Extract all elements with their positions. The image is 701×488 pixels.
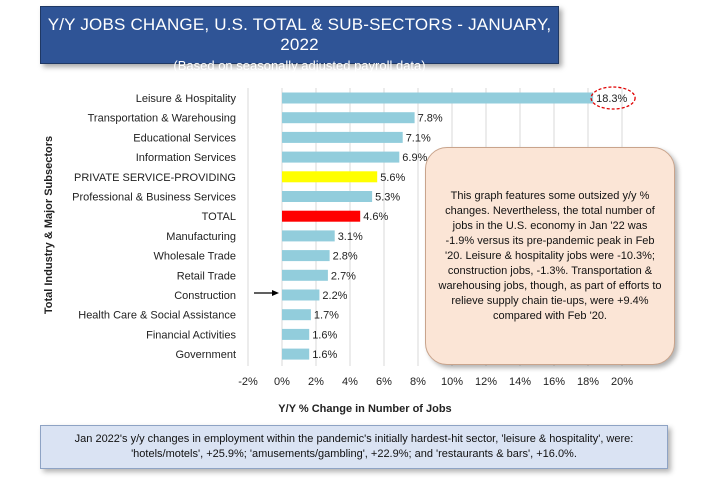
x-tick-label: 2% xyxy=(308,376,324,388)
category-label: PRIVATE SERVICE-PROVIDING xyxy=(74,172,236,184)
bar xyxy=(282,348,310,360)
x-tick-label: 20% xyxy=(611,376,633,388)
data-label: 3.1% xyxy=(338,231,363,243)
bar xyxy=(282,210,361,222)
bar xyxy=(282,309,311,321)
category-label: Wholesale Trade xyxy=(153,251,236,263)
data-label: 18.3% xyxy=(596,93,627,105)
category-label: Construction xyxy=(174,290,236,302)
data-label: 7.8% xyxy=(418,113,443,125)
x-tick-label: 10% xyxy=(441,376,463,388)
highlight-ellipse xyxy=(590,86,636,110)
footnote-box: Jan 2022's y/y changes in employment wit… xyxy=(40,425,668,469)
commentary-callout: This graph features some outsized y/y % … xyxy=(425,147,675,365)
x-tick-label: -2% xyxy=(238,376,258,388)
data-label: 1.7% xyxy=(314,310,339,322)
category-label: Financial Activities xyxy=(146,329,236,341)
pointer-arrow-head xyxy=(272,290,279,296)
data-label: 2.7% xyxy=(331,270,356,282)
data-label: 1.6% xyxy=(312,349,337,361)
data-label: 1.6% xyxy=(312,329,337,341)
chart-subtitle: (Based on seasonally adjusted payroll da… xyxy=(173,58,426,73)
data-label: 2.8% xyxy=(333,251,358,263)
footnote-text: Jan 2022's y/y changes in employment wit… xyxy=(74,433,634,460)
category-label: Government xyxy=(175,349,236,361)
data-label: 4.6% xyxy=(363,211,388,223)
data-label: 7.1% xyxy=(406,132,431,144)
category-label: Manufacturing xyxy=(166,231,236,243)
category-label: Transportation & Warehousing xyxy=(88,113,236,125)
bar xyxy=(282,92,594,104)
bar xyxy=(282,250,330,262)
category-label: Information Services xyxy=(136,152,237,164)
category-label: Educational Services xyxy=(133,132,236,144)
x-tick-label: 14% xyxy=(509,376,531,388)
bar xyxy=(282,289,320,301)
x-tick-label: 4% xyxy=(342,376,358,388)
bar xyxy=(282,191,373,202)
category-label: Professional & Business Services xyxy=(72,192,236,204)
data-label: 6.9% xyxy=(402,152,427,164)
y-axis-label: Total Industry & Major Subsectors xyxy=(43,136,55,314)
x-tick-label: 12% xyxy=(475,376,497,388)
x-tick-label: 0% xyxy=(274,376,290,388)
bar xyxy=(282,131,403,143)
data-label: 2.2% xyxy=(322,290,347,302)
bar xyxy=(282,230,335,242)
category-label: Leisure & Hospitality xyxy=(136,93,237,105)
category-label: Retail Trade xyxy=(177,270,236,282)
chart-title: Y/Y JOBS CHANGE, U.S. TOTAL & SUB-SECTOR… xyxy=(47,15,552,54)
x-tick-label: 8% xyxy=(410,376,426,388)
bar xyxy=(282,151,400,163)
x-tick-label: 6% xyxy=(376,376,392,388)
x-axis-label: Y/Y % Change in Number of Jobs xyxy=(278,403,451,415)
data-label: 5.3% xyxy=(375,192,400,204)
bar xyxy=(282,269,328,281)
bar xyxy=(282,171,378,183)
callout-text: This graph features some outsized y/y % … xyxy=(438,189,662,322)
x-tick-label: 16% xyxy=(543,376,565,388)
data-label: 5.6% xyxy=(380,172,405,184)
x-tick-label: 18% xyxy=(577,376,599,388)
chart-title-banner: Y/Y JOBS CHANGE, U.S. TOTAL & SUB-SECTOR… xyxy=(40,6,559,73)
bar xyxy=(282,328,310,340)
category-label: Health Care & Social Assistance xyxy=(78,310,236,322)
bar xyxy=(282,112,415,124)
category-label: TOTAL xyxy=(202,211,236,223)
